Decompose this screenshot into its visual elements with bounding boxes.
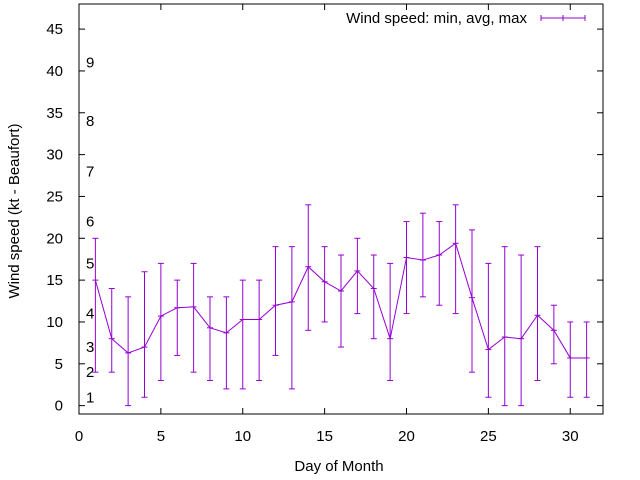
beaufort-label: 7 bbox=[86, 163, 94, 180]
x-tick-label: 10 bbox=[234, 428, 251, 445]
beaufort-label: 2 bbox=[86, 364, 94, 381]
x-tick-label: 15 bbox=[316, 428, 333, 445]
y-tick-label: 0 bbox=[55, 398, 63, 415]
x-tick-label: 0 bbox=[75, 428, 83, 445]
wind-series bbox=[92, 204, 590, 407]
beaufort-label: 8 bbox=[86, 113, 94, 130]
x-tick-label: 20 bbox=[398, 428, 415, 445]
plot-border bbox=[78, 3, 604, 415]
y-tick-label: 40 bbox=[46, 63, 63, 80]
y-tick-label: 30 bbox=[46, 147, 63, 164]
y-tick-label: 45 bbox=[46, 21, 63, 38]
y-tick-label: 25 bbox=[46, 188, 63, 205]
beaufort-annotations: 1 2 3 4 5 6 7 8 9 bbox=[86, 55, 94, 407]
y-axis-title: Wind speed (kt - Beaufort) bbox=[6, 123, 23, 298]
x-axis-ticks: 0 5 10 15 20 25 30 bbox=[75, 4, 579, 445]
x-tick-label: 25 bbox=[480, 428, 497, 445]
y-tick-label: 35 bbox=[46, 105, 63, 122]
axes-frame bbox=[78, 3, 604, 415]
x-axis-title: Day of Month bbox=[294, 458, 383, 475]
y-tick-label: 20 bbox=[46, 230, 63, 247]
beaufort-label: 3 bbox=[86, 339, 94, 356]
y-tick-label: 10 bbox=[46, 314, 63, 331]
x-tick-label: 30 bbox=[562, 428, 579, 445]
legend: Wind speed: min, avg, max bbox=[346, 10, 586, 27]
legend-label: Wind speed: min, avg, max bbox=[346, 10, 527, 27]
beaufort-label: 4 bbox=[86, 306, 94, 323]
x-tick-label: 5 bbox=[157, 428, 165, 445]
beaufort-label: 6 bbox=[86, 214, 94, 231]
y-tick-label: 5 bbox=[55, 356, 63, 373]
y-tick-label: 15 bbox=[46, 272, 63, 289]
beaufort-label: 1 bbox=[86, 389, 94, 406]
beaufort-label: 9 bbox=[86, 55, 94, 72]
beaufort-label: 5 bbox=[86, 255, 94, 272]
